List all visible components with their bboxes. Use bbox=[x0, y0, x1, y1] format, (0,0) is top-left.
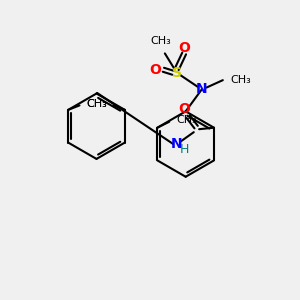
Text: CH₃: CH₃ bbox=[86, 99, 107, 109]
Text: O: O bbox=[178, 102, 190, 116]
Text: O: O bbox=[149, 63, 161, 77]
Text: O: O bbox=[178, 41, 190, 55]
Text: CH₃: CH₃ bbox=[150, 36, 171, 46]
Text: N: N bbox=[196, 82, 208, 96]
Text: N: N bbox=[171, 137, 183, 151]
Text: CH₃: CH₃ bbox=[86, 99, 107, 109]
Text: CH₃: CH₃ bbox=[177, 115, 197, 125]
Text: H: H bbox=[180, 143, 189, 156]
Text: S: S bbox=[172, 66, 182, 80]
Text: CH₃: CH₃ bbox=[230, 75, 251, 85]
